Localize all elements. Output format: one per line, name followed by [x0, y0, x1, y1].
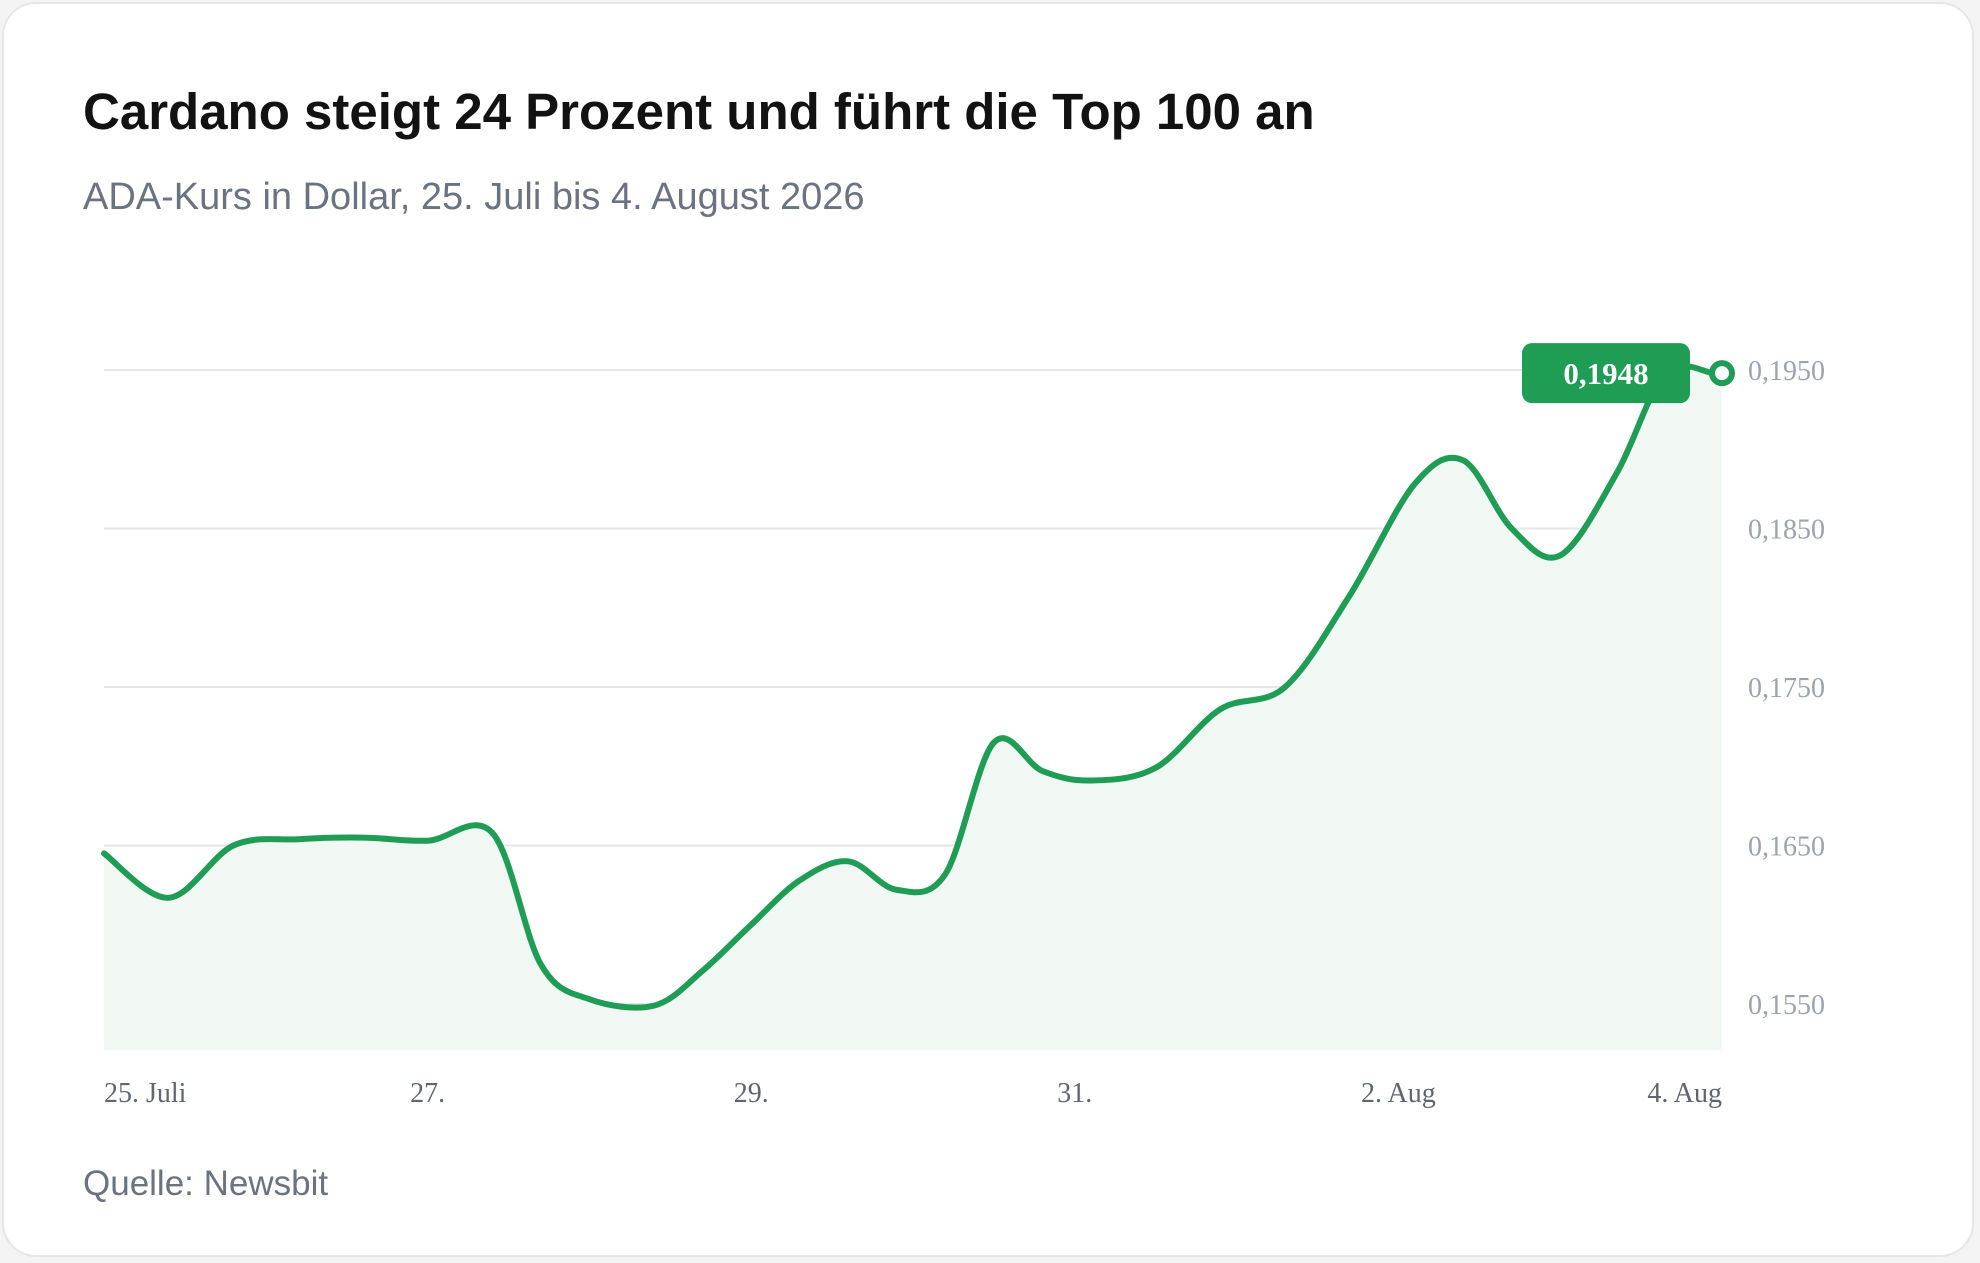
x-tick-label: 31. [1057, 1078, 1092, 1109]
y-tick-label: 0,1550 [1748, 990, 1825, 1021]
chart-subtitle: ADA-Kurs in Dollar, 25. Juli bis 4. Augu… [83, 176, 865, 218]
x-tick-label: 27. [410, 1078, 445, 1109]
last-value-badge: 0,1948 [1522, 343, 1735, 404]
chart-source: Quelle: Newsbit [83, 1164, 329, 1203]
chart-title: Cardano steigt 24 Prozent und führt die … [83, 83, 1315, 140]
x-tick-label: 25. Juli [104, 1078, 187, 1109]
last-point-marker [1709, 360, 1735, 387]
x-axis-ticks: 25. Juli 27. 29. 31. 2. Aug 4. Aug [104, 1078, 1722, 1109]
y-tick-label: 0,1850 [1748, 515, 1825, 546]
y-axis-ticks: 0,1550 0,1650 0,1750 0,1850 0,1950 [1748, 356, 1825, 1021]
value-badge-label: 0,1948 [1563, 356, 1648, 391]
price-line [101, 362, 1725, 1011]
x-tick-label: 29. [734, 1078, 769, 1109]
area-fill [104, 365, 1722, 1050]
y-tick-label: 0,1750 [1748, 673, 1825, 704]
y-tick-label: 0,1650 [1748, 832, 1825, 863]
x-tick-label: 4. Aug [1647, 1078, 1722, 1109]
y-tick-label: 0,1950 [1748, 356, 1825, 387]
x-tick-label: 2. Aug [1361, 1078, 1436, 1109]
value-badge [1522, 343, 1690, 404]
